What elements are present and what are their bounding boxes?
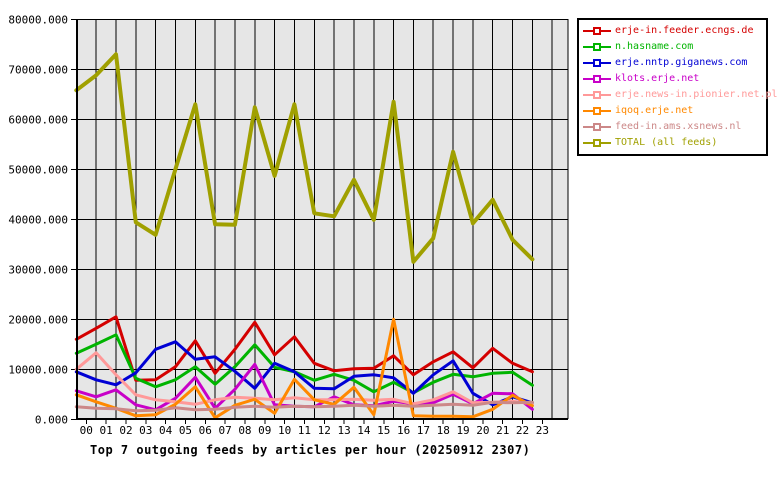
x-tick-labels: 00 01 02 03 04 05 06 07 08 09 10 11 12 13 14 15 16 17 18 19…: [80, 424, 549, 437]
legend: erje-in.feeder.ecngs.de n.hasname.com erje…: [577, 18, 778, 156]
legend-item: erje.news-in.pionier.net.pl: [583, 87, 778, 103]
y-tick-label: 30000.000: [8, 263, 68, 276]
legend-label: erje.nntp.giganews.com: [615, 57, 748, 68]
y-tick-label: 60000.000: [8, 113, 68, 126]
x-tick-label: 23: [536, 424, 549, 437]
legend-marker-icon: [583, 27, 611, 35]
axes: [76, 19, 568, 420]
grid: [77, 18, 569, 419]
x-tick-label: 07: [218, 424, 231, 437]
series-line-1: [74, 333, 534, 395]
legend-marker-icon: [583, 123, 611, 131]
series-lines: [74, 52, 535, 420]
x-tick-label: 22: [516, 424, 529, 437]
x-tick-label: 03: [139, 424, 152, 437]
legend-item: erje.nntp.giganews.com: [583, 55, 766, 71]
legend-label: erje-in.feeder.ecngs.de: [615, 25, 754, 36]
series-line-4: [74, 351, 534, 406]
legend-item: klots.erje.net: [583, 71, 766, 87]
x-tick-label: 08: [238, 424, 251, 437]
x-tick-label: 16: [397, 424, 410, 437]
legend-item: iqoq.erje.net: [583, 103, 766, 119]
y-tick-label: 20000.000: [8, 313, 68, 326]
legend-marker-icon: [583, 91, 611, 99]
x-tick-label: 19: [456, 424, 469, 437]
legend-label: klots.erje.net: [615, 73, 700, 84]
y-tick-labels: 80000.000 70000.000 60000.000 50000.000 4000…: [8, 13, 68, 426]
y-tick-label: 0.000: [35, 413, 68, 426]
x-tick-label: 01: [100, 424, 113, 437]
x-tick-label: 15: [377, 424, 390, 437]
x-tick-label: 04: [159, 424, 173, 437]
x-tick-label: 10: [278, 424, 291, 437]
x-tick-label: 13: [337, 424, 350, 437]
legend-marker-icon: [583, 59, 611, 67]
legend-item: erje-in.feeder.ecngs.de: [583, 23, 766, 39]
series-line-5: [74, 317, 534, 420]
series-line-0: [74, 315, 534, 382]
legend-label: TOTAL (all feeds): [615, 137, 718, 148]
legend-label: iqoq.erje.net: [615, 105, 694, 116]
x-tick-label: 05: [179, 424, 192, 437]
series-line-2: [74, 340, 534, 407]
x-tick-label: 20: [476, 424, 489, 437]
x-tick-label: 12: [318, 424, 331, 437]
x-tick-label: 11: [298, 424, 311, 437]
series-line-6: [74, 400, 534, 413]
legend-marker-icon: [583, 107, 611, 115]
x-tick-label: 14: [357, 424, 371, 437]
x-tick-label: 00: [80, 424, 93, 437]
x-tick-label: 02: [119, 424, 132, 437]
x-tick-label: 18: [437, 424, 450, 437]
legend-marker-icon: [583, 139, 611, 147]
y-tick-label: 10000.000: [8, 363, 68, 376]
y-tick-label: 70000.000: [8, 63, 68, 76]
legend-item: feed-in.ams.xsnews.nl: [583, 119, 766, 135]
x-tick-label: 06: [199, 424, 212, 437]
legend-marker-icon: [583, 43, 611, 51]
legend-marker-icon: [583, 75, 611, 83]
x-tick-label: 21: [496, 424, 509, 437]
legend-label: feed-in.ams.xsnews.nl: [615, 121, 742, 132]
series-line-7: [74, 52, 535, 264]
x-tick-label: 09: [258, 424, 271, 437]
y-tick-label: 80000.000: [8, 13, 68, 26]
x-tick-label: 17: [417, 424, 430, 437]
chart-title: Top 7 outgoing feeds by articles per hou…: [90, 443, 531, 457]
y-tick-label: 50000.000: [8, 163, 68, 176]
legend-label: n.hasname.com: [615, 41, 694, 52]
legend-label: erje.news-in.pionier.net.pl: [615, 89, 778, 100]
legend-item: n.hasname.com: [583, 39, 766, 55]
legend-item: TOTAL (all feeds): [583, 135, 766, 151]
y-tick-label: 40000.000: [8, 213, 68, 226]
